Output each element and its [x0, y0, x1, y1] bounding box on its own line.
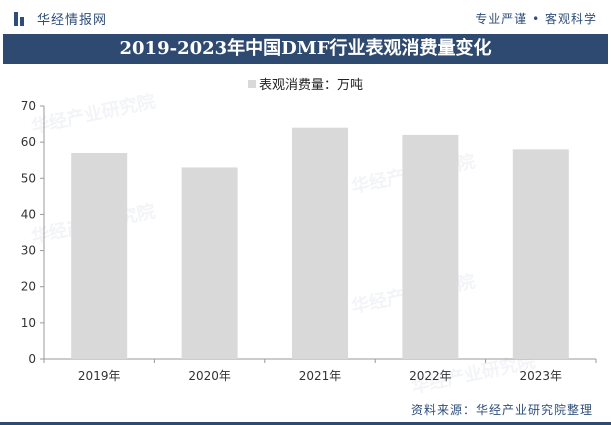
- source-note: 资料来源：华经产业研究院整理: [410, 403, 593, 417]
- bars: [71, 127, 569, 359]
- x-tick-label: 2020年: [188, 369, 231, 383]
- x-axis: 2019年 2020年 2021年 2022年 2023年: [43, 358, 597, 383]
- bar: [181, 167, 238, 359]
- y-tick-label: 70: [21, 99, 36, 113]
- brand-logo-icon: [14, 11, 30, 26]
- y-tick-label: 40: [21, 207, 36, 221]
- header: 华经情报网 专业严谨 • 客观科学: [0, 0, 611, 34]
- legend: 表观消费量：万吨: [0, 74, 611, 93]
- y-tick-label: 30: [21, 244, 36, 258]
- bar: [292, 127, 348, 359]
- brand-name: 华经情报网: [37, 13, 108, 28]
- title-bar: 2019-2023年中国DMF行业表观消费量变化: [3, 34, 608, 64]
- legend-label: 表观消费量：万吨: [258, 78, 363, 93]
- y-tick-label: 50: [21, 171, 36, 185]
- brand: 华经情报网: [14, 9, 107, 28]
- bar: [71, 152, 128, 359]
- chart-title: 2019-2023年中国DMF行业表观消费量变化: [119, 38, 492, 59]
- y-tick-label: 10: [21, 316, 36, 330]
- y-tick-label: 20: [21, 280, 36, 294]
- x-tick-label: 2021年: [299, 369, 342, 383]
- bar: [512, 149, 569, 359]
- bar: [402, 134, 459, 359]
- y-tick-label: 60: [21, 135, 36, 149]
- y-axis: 0 10 20 30 40 50 60 70: [21, 99, 45, 366]
- y-tick-label: 0: [28, 352, 36, 366]
- bottom-rule: [0, 422, 611, 425]
- x-tick-label: 2023年: [520, 369, 563, 383]
- x-tick-label: 2019年: [78, 369, 121, 383]
- x-tick-label: 2022年: [409, 369, 452, 383]
- slogan: 专业严谨 • 客观科学: [475, 12, 597, 26]
- legend-swatch: [247, 79, 256, 88]
